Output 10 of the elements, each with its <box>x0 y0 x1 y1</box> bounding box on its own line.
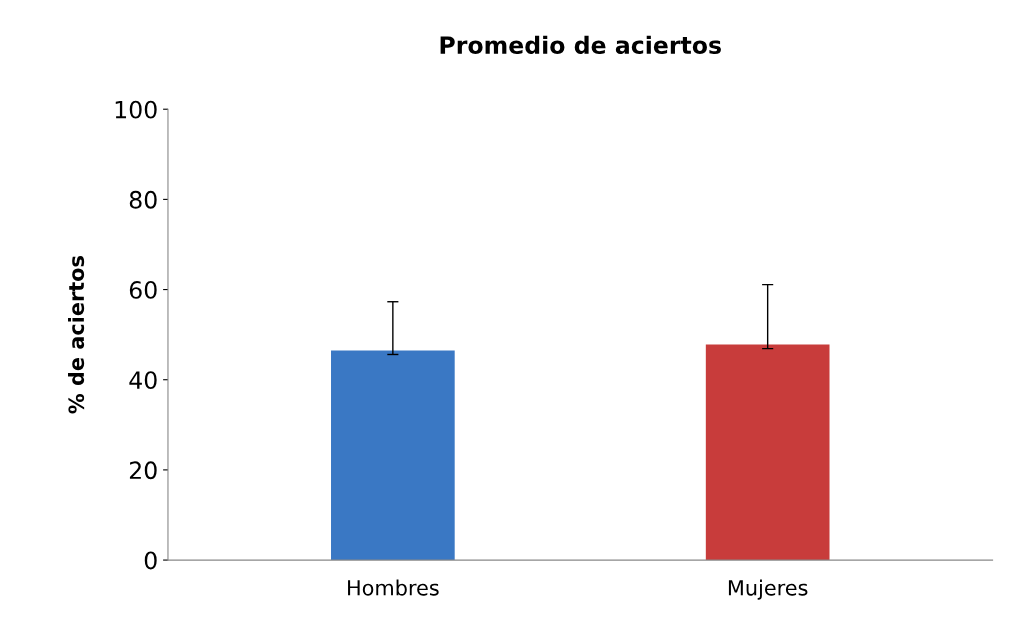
x-tick-label: Hombres <box>348 579 439 596</box>
chart-title: Promedio de aciertos <box>440 35 721 54</box>
y-tick-label: 40 <box>129 371 157 390</box>
y-tick-label: 20 <box>129 461 157 480</box>
y-tick-label: 0 <box>144 551 157 570</box>
y-axis-title: % de aciertos <box>68 256 85 414</box>
y-tick-label: 60 <box>129 281 157 299</box>
y-tick-label: 100 <box>115 100 157 119</box>
x-tick-label: Mujeres <box>728 579 808 600</box>
y-tick-label: 80 <box>129 190 157 209</box>
